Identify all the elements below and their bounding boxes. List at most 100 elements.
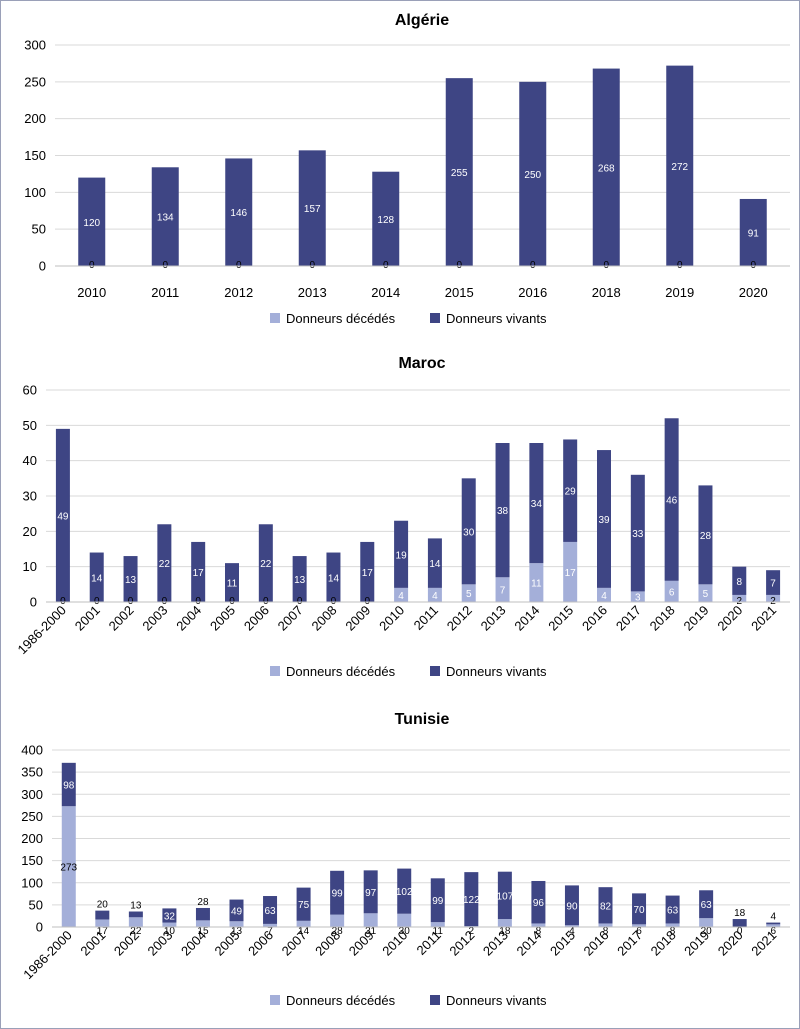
chart-3-label-living: 99 [432,896,444,907]
chart-2-bar-deceased [427,587,442,602]
chart-2-label-deceased: 7 [500,586,506,597]
chart-3-bar-deceased [296,920,311,927]
chart-3-ytick-label: 350 [21,765,43,780]
chart-1-label-living: 250 [524,170,541,181]
chart-3-bar-deceased [699,918,714,927]
chart-2-bar-living [698,485,713,585]
chart-1-xtick-label: 2015 [445,285,474,300]
chart-2-label-deceased: 5 [703,589,709,600]
chart-2-bar-living [326,552,341,602]
chart-2-label-deceased: 4 [398,591,404,602]
chart-3-bar-deceased [263,923,278,927]
chart-2-xtick-label: 2016 [579,603,610,634]
chart-3-label-deceased: 4 [569,926,575,937]
chart-2-ytick-label: 30 [23,489,37,504]
chart-1-label-living: 272 [671,162,688,173]
chart-3-bar-living [699,890,714,919]
chart-3-ytick-label: 100 [21,875,43,890]
chart-3-bar-living [464,872,479,927]
chart-3-label-deceased: 0 [737,926,743,937]
chart-2-bar-living [258,524,273,602]
chart-1-xtick-label: 2010 [77,285,106,300]
chart-3-legend-swatch-living [430,995,440,1005]
chart-2-label-living: 30 [463,527,475,538]
chart-2-bar-living [664,418,679,581]
chart-2-xtick-label: 2014 [511,603,542,634]
chart-3-label-deceased: 273 [60,863,77,874]
chart-2-xtick-label: 2018 [647,603,678,634]
chart-3-bar-deceased [766,924,781,927]
chart-3-bar-living [665,895,680,924]
chart-1-bar-living [78,177,106,266]
chart-3-label-deceased: 8 [670,926,676,937]
chart-3-label-living: 107 [497,891,514,902]
chart-1-ytick-label: 250 [24,74,46,89]
chart-2-bar-living [225,563,239,602]
chart-2-label-living: 19 [396,550,408,561]
chart-2-bar-deceased [529,563,544,602]
chart-2-label-living: 33 [632,529,644,540]
chart-2-xtick-label: 2001 [72,603,103,634]
chart-3-bar-deceased [632,924,647,927]
chart-1-label-living: 157 [304,204,321,215]
chart-2-legend-label-living: Donneurs vivants [446,664,547,679]
chart-1-xtick-label: 2020 [739,285,768,300]
chart-1-ytick-label: 100 [24,185,46,200]
chart-3-bar-living [95,910,110,920]
chart-1-xtick-label: 2016 [518,285,547,300]
chart-1-label-living: 91 [748,228,760,239]
chart-1-title: Algérie [395,12,449,29]
chart-3-bar-deceased [128,917,143,927]
chart-2-bar-deceased [766,594,781,602]
chart-3-bar-living [766,922,781,925]
chart-3-label-deceased: 22 [130,926,142,937]
chart-2-bar-living [123,556,138,602]
chart-3-bar-deceased [195,920,210,927]
chart-3-label-living: 32 [164,911,176,922]
chart-2-legend-swatch-living [430,666,440,676]
chart-2-label-living: 8 [736,577,742,588]
chart-2-xtick-label: 2020 [714,603,745,634]
chart-3-label-deceased: 11 [433,926,444,937]
chart-2-label-deceased: 11 [531,579,542,590]
chart-2-label-living: 22 [159,559,171,570]
chart-2-bar-living [427,538,442,588]
chart-3-bar-deceased [397,913,412,927]
chart-2-label-living: 17 [193,568,205,579]
chart-2-ytick-label: 10 [23,559,37,574]
chart-2-bar-deceased [732,594,747,602]
chart-3-label-living: 18 [734,908,746,919]
chart-3-label-living: 102 [396,887,413,898]
chart-2-bar-deceased [698,584,713,602]
chart-3-label-living: 63 [701,900,713,911]
chart-3-bar-living [397,868,412,914]
chart-3-label-living: 28 [197,897,209,908]
chart-1-ytick-label: 200 [24,111,46,126]
chart-3-bar-living [61,762,76,807]
chart-1-legend-swatch-deceased [270,313,280,323]
chart-1-bar-living [739,198,767,266]
chart-1-label-living: 255 [451,168,468,179]
chart-3-legend-swatch-deceased [270,995,280,1005]
chart-3-label-deceased: 28 [332,926,344,937]
chart-2-label-living: 46 [666,496,678,507]
chart-2-label-living: 49 [57,511,69,522]
chart-3-bar-living [195,907,210,921]
chart-3-bar-living [363,870,378,914]
chart-3-bar-deceased [363,913,378,927]
chart-2-label-living: 38 [497,506,509,517]
chart-3-bar-living [732,919,747,927]
chart-2-xtick-label: 2011 [411,603,441,633]
chart-2-title: Maroc [398,355,445,372]
chart-3-label-deceased: 31 [365,926,377,937]
chart-3-label-deceased: 20 [701,926,713,937]
chart-2-bar-living [630,474,645,592]
chart-1-legend-label-living: Donneurs vivants [446,311,547,326]
chart-2-bar-living [292,556,307,602]
chart-3-bar-deceased [531,923,546,927]
chart-3-bar-deceased [665,923,680,927]
chart-3-label-deceased: 6 [770,926,776,937]
chart-2-xtick-label: 1986-2000 [14,603,69,658]
chart-2-xtick-label: 2010 [376,603,407,634]
chart-2-bar-deceased [461,584,476,602]
